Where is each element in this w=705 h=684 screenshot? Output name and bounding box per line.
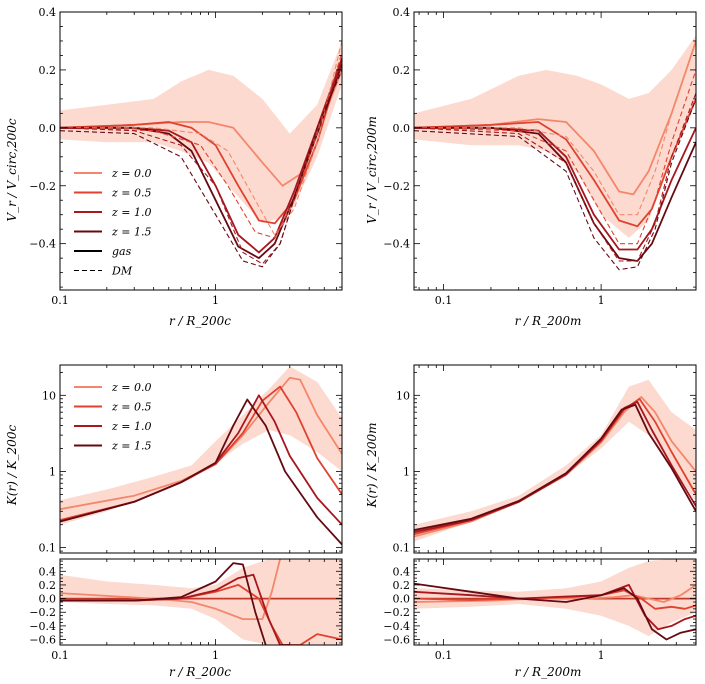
x-tick-label: 0.1: [435, 294, 453, 307]
y-tick-label: 1: [49, 465, 56, 478]
series-line-z-0-0: [60, 559, 281, 620]
y-tick-label: −0.2: [29, 180, 56, 193]
x-tick-label: 1: [212, 294, 219, 307]
ylabel-k-200m: K(r) / K_200m: [365, 423, 379, 509]
y-tick-label: 0.4: [39, 6, 57, 19]
series-line-z-0-0-dm: [414, 40, 696, 216]
series-line-z-0-0-gas: [414, 40, 696, 196]
x-tick-label: 1: [598, 294, 605, 307]
series-line-z-0-5: [414, 589, 696, 610]
series-line-z-0-5-gas: [60, 58, 342, 225]
y-tick-label: −0.6: [383, 634, 410, 647]
axes-frame: [413, 11, 697, 291]
panel-k-200m: 10 1 0.1: [393, 364, 697, 555]
panel-residual-200c: 0.1 1 0.40.20.0−0.2−0.4−0.6: [29, 558, 343, 662]
plot-area: [414, 35, 696, 271]
series-line-z-0-5-dm: [414, 69, 696, 245]
scatter-band: [60, 41, 342, 224]
plot-area: [60, 559, 342, 645]
legend-label: z = 0.5: [111, 401, 152, 414]
x-tick-label: 1: [212, 649, 219, 662]
series-line-z-1-5-dm: [414, 98, 696, 271]
legend-label: z = 0.0: [111, 381, 152, 394]
ylabel-vr-200c: V_r / V_circ,200c: [5, 118, 19, 221]
series-line-z-1-5: [60, 398, 342, 546]
y-tick-label: −0.2: [383, 606, 410, 619]
ylabel-vr-200m: V_r / V_circ,200m: [365, 116, 379, 224]
panel-vr-200m: 0.1 1 0.4 0.2 0.0 −0.2 −0.4: [383, 6, 697, 307]
series-line-z-1-5-dm: [60, 69, 342, 268]
series-line-z-1-0: [414, 584, 696, 631]
series-line-z-1-0-dm: [414, 92, 696, 262]
legend-label: z = 1.0: [111, 420, 152, 433]
scatter-band: [414, 35, 696, 238]
scatter-band: [60, 559, 342, 645]
xlabel-vr-200m: r / R_200m: [515, 314, 582, 328]
y-tick-label: 0.1: [393, 542, 411, 555]
x-tick-label: 1: [598, 649, 605, 662]
scatter-band: [60, 366, 342, 525]
axes-frame: [59, 11, 343, 291]
y-tick-label: −0.4: [383, 238, 410, 251]
x-tick-label: 0.1: [51, 649, 69, 662]
series-line-z-0-5-gas: [414, 98, 696, 228]
xlabel-resid-200m: r / R_200m: [515, 665, 582, 679]
y-tick-label: 0.0: [393, 593, 411, 606]
legend-label: z = 1.0: [111, 206, 152, 219]
y-tick-label: −0.2: [29, 606, 56, 619]
y-tick-label: 0.1: [39, 542, 57, 555]
y-tick-label: −0.2: [383, 180, 410, 193]
legend-label: z = 0.0: [111, 167, 152, 180]
series-line-z-1-0: [414, 401, 696, 533]
series-line-z-0-5-dm: [60, 52, 342, 239]
panel-k-200c: 10 1 0.1 z = 0.0 z = 0.5 z = 1.0 z = 1.5: [39, 364, 343, 555]
y-tick-label: −0.4: [29, 620, 56, 633]
series-line-z-1-5: [414, 403, 696, 531]
axes-frame: [59, 364, 343, 554]
series-line-z-1-5: [414, 582, 696, 641]
y-tick-label: 10: [396, 389, 410, 402]
xlabel-vr-200c: r / R_200c: [169, 314, 231, 328]
plot-area: [60, 40, 342, 268]
y-tick-label: 0.0: [393, 122, 411, 135]
plot-area: [414, 559, 696, 641]
y-tick-label: 0.0: [39, 122, 57, 135]
y-tick-label: 0.2: [39, 64, 57, 77]
series-line-z-0-5: [414, 397, 696, 536]
legend-label: DM: [111, 265, 133, 278]
y-tick-label: 0.2: [393, 64, 411, 77]
legend-label: gas: [112, 245, 132, 258]
series-line-z-1-0-gas: [60, 57, 342, 254]
y-tick-label: 0.4: [393, 6, 411, 19]
y-tick-label: −0.4: [29, 238, 56, 251]
x-tick-label: 0.1: [435, 649, 453, 662]
y-tick-label: 0.2: [393, 579, 411, 592]
series-line-z-0-0: [60, 376, 342, 511]
y-tick-label: 10: [42, 389, 56, 402]
legend-label: z = 0.5: [111, 187, 152, 200]
panel-residual-200m: 0.1 1 0.40.20.0−0.2−0.4−0.6: [383, 558, 697, 662]
plot-area: [414, 379, 696, 542]
axes-frame: [413, 364, 697, 554]
plot-area: [60, 366, 342, 546]
y-tick-label: 0.4: [39, 565, 57, 578]
y-tick-label: −0.4: [383, 620, 410, 633]
y-tick-label: 0.0: [39, 593, 57, 606]
y-tick-label: 0.4: [393, 565, 411, 578]
y-tick-label: 0.2: [39, 579, 57, 592]
series-line-z-1-0-dm: [60, 63, 342, 265]
xlabel-resid-200c: r / R_200c: [169, 665, 231, 679]
panel-vr-200c: 0.1 1 0.4 0.2 0.0 −0.2 −0.4 z = 0.0 z = 0.5 z = 1…: [29, 6, 343, 307]
y-tick-label: 1: [403, 465, 410, 478]
scatter-band: [414, 379, 696, 542]
x-tick-label: 0.1: [51, 294, 69, 307]
legend-label: z = 1.5: [111, 440, 152, 453]
y-tick-label: −0.6: [29, 634, 56, 647]
series-line-z-0-0-dm: [60, 40, 342, 236]
ylabel-k-200c: K(r) / K_200c: [5, 425, 19, 507]
series-line-z-1-5: [60, 562, 267, 645]
legend-label: z = 1.5: [111, 226, 152, 239]
